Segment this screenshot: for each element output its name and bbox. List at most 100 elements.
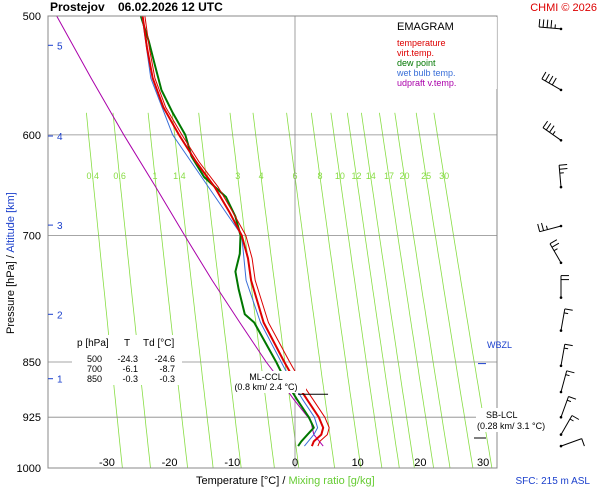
wind-barb-half-feather bbox=[553, 248, 558, 252]
wind-barb bbox=[559, 396, 577, 419]
temperature-tick-label: 30 bbox=[477, 457, 489, 469]
mixing-ratio-line bbox=[252, 112, 300, 468]
table-background bbox=[72, 335, 182, 385]
table-header-p: p [hPa] bbox=[77, 338, 109, 349]
ml-ccl-detail: (0.8 km/ 2.4 °C) bbox=[234, 382, 297, 392]
mixing-ratio-label: 25 bbox=[421, 171, 431, 181]
wind-barb bbox=[549, 239, 563, 265]
wind-barb-feather bbox=[541, 71, 547, 80]
wind-barb-staff bbox=[560, 308, 566, 331]
temperature-tick-label: -30 bbox=[99, 457, 115, 469]
mixing-ratio-line bbox=[379, 112, 434, 468]
temperature-tick-label: -10 bbox=[224, 457, 240, 469]
pressure-tick-label: 500 bbox=[23, 11, 41, 23]
wind-barb-half-feather bbox=[564, 347, 569, 350]
legend-box bbox=[393, 17, 497, 89]
wind-barb-half-feather bbox=[552, 131, 556, 135]
wind-barb-staff bbox=[560, 370, 568, 393]
altitude-tick-labels: 1 2 3 4 5 bbox=[48, 41, 63, 386]
wind-barb bbox=[559, 370, 575, 394]
profile-series bbox=[56, 16, 486, 447]
wind-barb bbox=[537, 222, 563, 233]
wind-barb-station bbox=[559, 364, 563, 368]
mixing-ratio-label: 0.4 bbox=[86, 171, 99, 181]
table-cell: 500 bbox=[87, 354, 102, 364]
station-name: Prostejov bbox=[50, 0, 105, 14]
mixing-ratio-line bbox=[394, 112, 451, 468]
wind-barb-staff bbox=[539, 26, 562, 30]
mixing-ratio-label: 10 bbox=[335, 171, 345, 181]
mixing-ratio-label: 3 bbox=[235, 171, 240, 181]
wind-barb bbox=[538, 18, 563, 31]
wind-barb-station bbox=[559, 139, 563, 142]
mixing-ratio-line bbox=[330, 112, 383, 468]
table-cell: -24.3 bbox=[117, 354, 138, 364]
wind-barb bbox=[558, 164, 568, 189]
altitude-tick-label: 1 bbox=[57, 375, 63, 386]
copyright-label: CHMI © 2026 bbox=[530, 2, 597, 14]
wind-barb-feather bbox=[571, 415, 580, 420]
table-cell: -0.3 bbox=[159, 374, 175, 384]
temperature-tick-label: -20 bbox=[162, 457, 178, 469]
wind-barb-feather bbox=[581, 438, 585, 447]
pressure-tick-label: 850 bbox=[23, 357, 41, 369]
table-cell: 700 bbox=[87, 364, 102, 374]
sounding-values-table: p [hPa] T Td [°C] 500 -24.3 -24.6 700 -6… bbox=[72, 335, 182, 385]
wind-barb-feather bbox=[541, 222, 545, 231]
mixing-ratio-label: 4 bbox=[259, 171, 264, 181]
altitude-tick-label: 3 bbox=[57, 221, 63, 232]
temperature-tick-label: 10 bbox=[352, 457, 364, 469]
pressure-tick-label: 1000 bbox=[17, 463, 41, 475]
mixing-ratio-line bbox=[415, 112, 474, 468]
mixing-ratio-label: 8 bbox=[317, 171, 322, 181]
wind-barb bbox=[559, 275, 569, 299]
temperature-tick-label: 0 bbox=[292, 457, 298, 469]
sb-lcl-label-bg bbox=[476, 408, 536, 432]
wind-barb bbox=[559, 343, 573, 368]
mixing-ratio-label: 0.6 bbox=[113, 171, 126, 181]
wind-barb-feather bbox=[537, 223, 541, 232]
wind-barb-station bbox=[559, 261, 563, 265]
wind-barb-feather bbox=[544, 73, 550, 82]
legend-wet-bulb: wet bulb temp. bbox=[396, 68, 456, 78]
wind-barb-feather bbox=[568, 396, 577, 400]
table-header-td: Td [°C] bbox=[143, 338, 174, 349]
wind-barb-station bbox=[559, 444, 563, 448]
wind-barb-feather bbox=[564, 343, 573, 347]
wind-barb-station bbox=[559, 27, 563, 31]
plot-frame bbox=[47, 15, 498, 469]
sounding-datetime: 06.02.2026 12 UTC bbox=[118, 0, 223, 14]
wind-barb-feather bbox=[549, 125, 555, 133]
wind-barb-station bbox=[559, 185, 563, 189]
wind-barb-half-feather bbox=[567, 399, 572, 403]
wbzl-label: WBZL bbox=[487, 340, 512, 350]
mixing-ratio-line bbox=[171, 112, 214, 468]
mixing-ratio-label: 12 bbox=[351, 171, 361, 181]
temperature-tick-label: 20 bbox=[414, 457, 426, 469]
wind-barb bbox=[559, 438, 585, 448]
virt-temp-line bbox=[144, 16, 330, 447]
pressure-tick-label: 925 bbox=[23, 412, 41, 424]
wind-barb-feather bbox=[559, 168, 568, 170]
wind-barb-feather bbox=[559, 164, 568, 166]
altitude-tick-label: 5 bbox=[57, 41, 63, 52]
wind-barb-station bbox=[559, 329, 563, 332]
altitude-tick-label: 2 bbox=[57, 310, 63, 321]
mixing-ratio-label: 17 bbox=[384, 171, 394, 181]
wind-barb bbox=[559, 308, 573, 332]
wind-barb bbox=[542, 120, 563, 142]
mixing-ratio-line bbox=[361, 112, 415, 468]
wind-barb-feather bbox=[546, 19, 549, 28]
y-axis-title: Pressure [hPa] / Altitude [km] bbox=[5, 192, 17, 334]
wind-barb-staff bbox=[542, 127, 562, 141]
wind-barb-staff bbox=[541, 78, 562, 91]
wind-barb-feather bbox=[542, 120, 549, 128]
temperature-line bbox=[141, 16, 325, 447]
wind-barb-staff bbox=[560, 396, 569, 418]
mixing-ratio-label: 1.4 bbox=[173, 171, 186, 181]
sb-lcl-detail: (0.28 km/ 3.1 °C) bbox=[477, 421, 545, 431]
mixing-ratio-line bbox=[198, 112, 242, 468]
dew-point-line bbox=[139, 16, 315, 447]
surface-elevation-label: SFC: 215 m ASL bbox=[516, 476, 591, 487]
